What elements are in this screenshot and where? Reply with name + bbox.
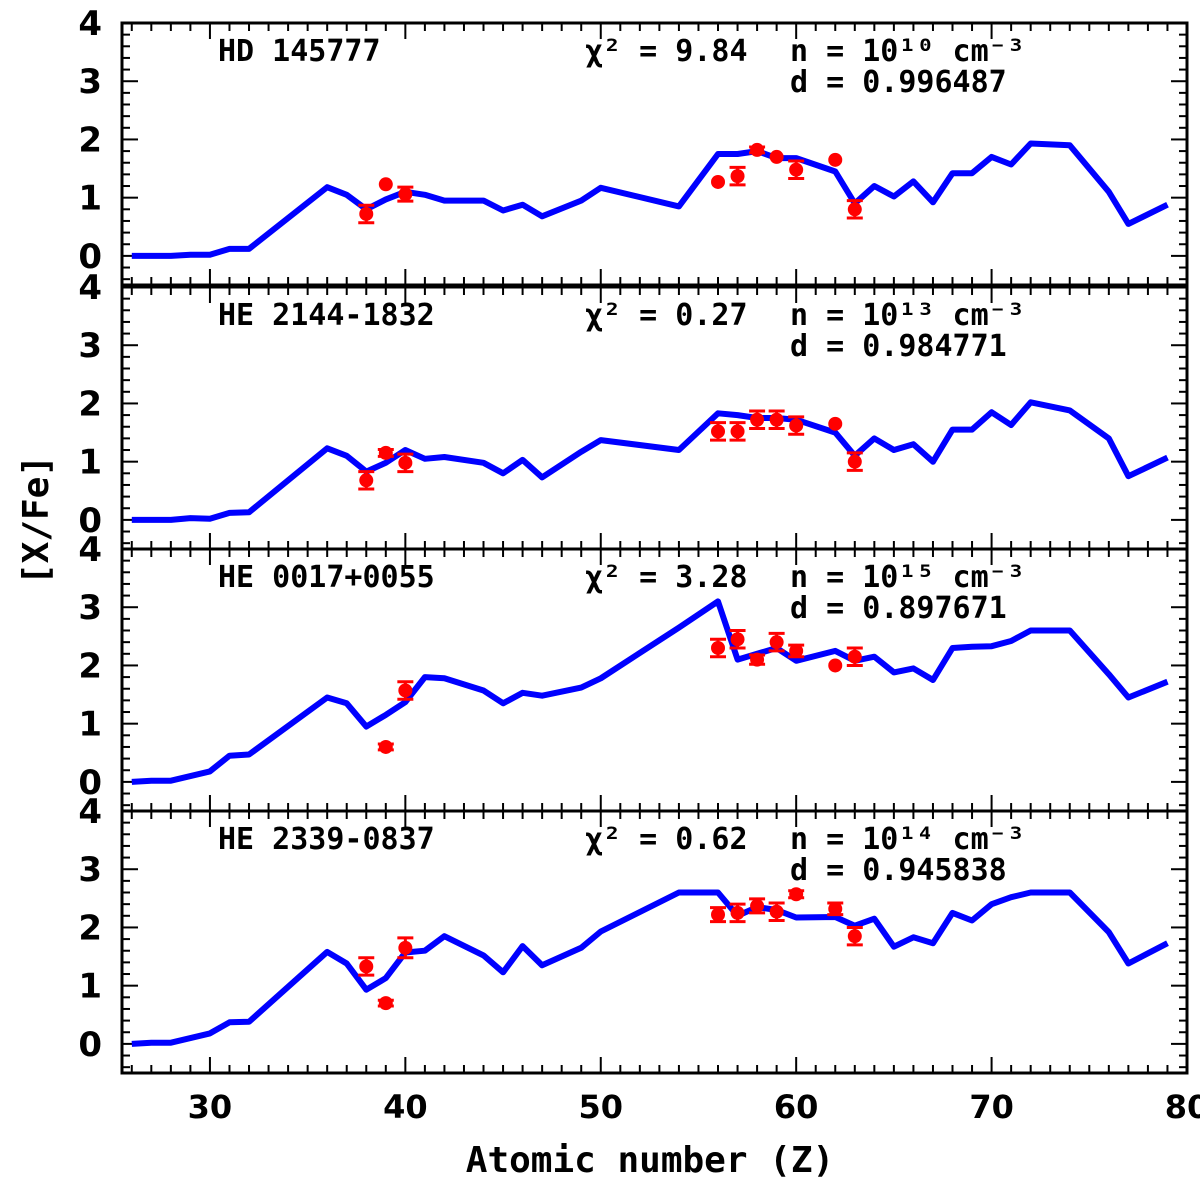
observed-point	[789, 418, 804, 433]
density-label: n = 10¹⁵ cm⁻³	[790, 560, 1025, 595]
observed-point	[750, 652, 765, 667]
density-label: n = 10¹⁴ cm⁻³	[790, 822, 1025, 857]
y-axis-label: [X/Fe]	[16, 455, 57, 585]
x-tick-label: 60	[774, 1088, 819, 1126]
y-tick-label: 1	[78, 967, 102, 1007]
y-tick-label: 0	[78, 237, 102, 277]
chi-square-label: χ² = 3.28	[585, 560, 748, 595]
density-label: n = 10¹³ cm⁻³	[790, 298, 1025, 333]
model-line	[131, 598, 1169, 785]
dilution-label: d = 0.945838	[790, 853, 1007, 888]
x-tick-label: 30	[188, 1088, 233, 1126]
x-tick-label: 40	[383, 1088, 428, 1126]
observed-point	[398, 455, 413, 470]
observed-point	[828, 901, 843, 916]
observed-point	[711, 174, 726, 189]
y-tick-label: 4	[78, 268, 102, 308]
chi-square-label: χ² = 0.62	[585, 822, 748, 857]
x-tick-labels: 30 40 50 60 70 80	[188, 1088, 1200, 1126]
chi-square-label: χ² = 9.84	[585, 34, 748, 69]
observed-point	[828, 152, 843, 167]
observed-point	[378, 996, 393, 1011]
dilution-label: d = 0.897671	[790, 591, 1007, 626]
panel-1: 0 1 2 3 4 HD 145777 χ² = 9.84 n = 10¹⁰ cm⁻³d = …	[78, 4, 1189, 287]
observed-point	[789, 643, 804, 658]
panel-4: 0 1 2 3 4 HE 2339-0837 χ² = 0.62 n = 10¹⁴ cm⁻³d…	[78, 792, 1189, 1075]
y-tick-label: 3	[78, 850, 102, 890]
observed-point	[730, 169, 745, 184]
x-axis-label: Atomic number (Z)	[466, 1140, 834, 1181]
observed-point	[828, 416, 843, 431]
y-tick-label: 2	[78, 384, 102, 424]
observed-point	[730, 424, 745, 439]
observed-point	[398, 940, 413, 955]
observed-point	[730, 632, 745, 647]
observed-point	[789, 162, 804, 177]
y-tick-label: 3	[78, 588, 102, 628]
observed-point	[769, 149, 784, 164]
y-tick-label: 2	[78, 646, 102, 686]
x-tick-label: 80	[1165, 1088, 1200, 1126]
observed-point	[769, 412, 784, 427]
y-tick-label: 1	[78, 705, 102, 745]
observed-point	[847, 454, 862, 469]
observed-point	[359, 473, 374, 488]
y-tick-label: 4	[78, 530, 102, 570]
model-line	[131, 140, 1169, 259]
y-tick-label: 0	[78, 763, 102, 803]
x-tick-label: 70	[969, 1088, 1014, 1126]
observed-point	[847, 202, 862, 217]
observed-point	[711, 640, 726, 655]
observed-point	[398, 187, 413, 202]
density-label: n = 10¹⁰ cm⁻³	[790, 34, 1025, 69]
panel-frame	[120, 21, 1189, 287]
observed-point	[730, 905, 745, 920]
y-tick-label: 1	[78, 443, 102, 483]
observed-point	[398, 683, 413, 698]
y-tick-label: 0	[78, 1025, 102, 1065]
observed-point	[769, 635, 784, 650]
observed-point	[847, 649, 862, 664]
y-tick-label: 2	[78, 908, 102, 948]
y-tick-label: 1	[78, 179, 102, 219]
observed-point	[359, 206, 374, 221]
y-tick-label: 4	[78, 4, 102, 44]
panel-2: 0 1 2 3 4 HE 2144-1832 χ² = 0.27 n = 10¹³ cm⁻³d…	[78, 268, 1189, 551]
chi-square-label: χ² = 0.27	[585, 298, 748, 333]
y-tick-label: 4	[78, 792, 102, 832]
model-line	[131, 399, 1169, 523]
observed-point	[359, 959, 374, 974]
model-line	[131, 889, 1169, 1047]
observed-point	[711, 907, 726, 922]
observed-point	[769, 904, 784, 919]
observed-point	[378, 445, 393, 460]
star-name: HE 2339-0837	[218, 822, 435, 857]
observed-point	[750, 412, 765, 427]
observed-point	[750, 898, 765, 913]
observed-point	[378, 739, 393, 754]
y-tick-label: 2	[78, 120, 102, 160]
star-name: HD 145777	[218, 34, 381, 69]
observed-point	[847, 929, 862, 944]
dilution-label: d = 0.984771	[790, 329, 1007, 364]
y-tick-label: 0	[78, 501, 102, 541]
y-tick-label: 3	[78, 62, 102, 102]
x-tick-label: 50	[578, 1088, 623, 1126]
observed-point	[378, 177, 393, 192]
panel-3: 0 1 2 3 4 HE 0017+0055 χ² = 3.28 n = 10¹⁵ cm⁻³d…	[78, 530, 1189, 813]
observed-point	[750, 142, 765, 157]
observed-point	[828, 658, 843, 673]
observed-point	[711, 424, 726, 439]
panel-frame	[120, 809, 1189, 1075]
y-tick-label: 3	[78, 326, 102, 366]
dilution-label: d = 0.996487	[790, 65, 1007, 100]
observed-point	[789, 887, 804, 902]
star-name: HE 0017+0055	[218, 560, 435, 595]
star-name: HE 2144-1832	[218, 298, 435, 333]
